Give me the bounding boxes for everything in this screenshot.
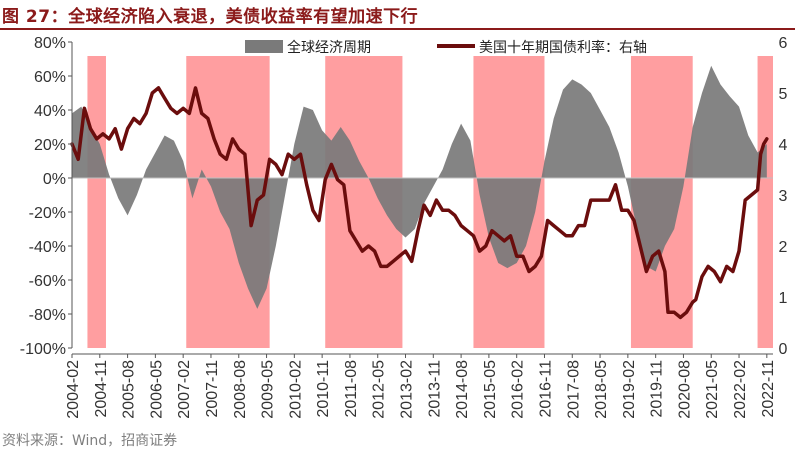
- x-axis-tick-label: 2022-02: [732, 360, 749, 419]
- left-axis-tick-label: -60%: [29, 273, 66, 290]
- recession-band-1: [87, 56, 106, 348]
- x-axis-tick-label: 2004-02: [65, 360, 82, 419]
- legend: 全球经济周期 美国十年期国债利率：右轴: [245, 39, 647, 56]
- x-axis-tick-label: 2016-11: [537, 360, 554, 418]
- left-axis-tick-label: -80%: [29, 307, 66, 324]
- x-axis-tick-label: 2009-05: [260, 360, 277, 419]
- legend-label-area: 全球经济周期: [287, 39, 371, 56]
- right-axis-tick-label: 2: [779, 239, 788, 256]
- x-axis-tick-label: 2007-02: [176, 360, 193, 419]
- right-axis-tick-label: 5: [779, 86, 788, 103]
- area-series-layer: [72, 65, 767, 309]
- title-rule: [0, 28, 795, 30]
- x-axis-tick-label: 2019-02: [621, 360, 638, 419]
- left-axis: 80% 60% 40% 20% 0% -20% -40% -60% -80% -100%: [20, 35, 73, 358]
- right-axis-tick-label: 1: [779, 290, 788, 307]
- x-axis-tick-label: 2018-05: [593, 360, 610, 419]
- x-axis-tick-label: 2014-08: [454, 360, 471, 419]
- line-series-layer: [70, 86, 769, 320]
- left-axis-tick-label: -100%: [20, 341, 66, 358]
- x-axis-tick-label: 2013-02: [399, 360, 416, 419]
- x-axis-tick-label: 2017-08: [565, 360, 582, 419]
- left-axis-tick-label: 20%: [34, 137, 66, 154]
- x-axis: 2004-02 2004-11 2005-08 2006-05 2007-02 2007-…: [65, 353, 777, 419]
- x-axis-tick-label: 2015-05: [482, 360, 499, 419]
- legend-label-line: 美国十年期国债利率：右轴: [479, 39, 647, 56]
- x-axis-tick-label: 2022-11: [760, 360, 777, 418]
- source-note: 资料来源：Wind，招商证券: [2, 433, 178, 449]
- left-axis-tick-label: 0%: [43, 171, 66, 188]
- right-axis-tick-label: 4: [779, 137, 788, 154]
- right-axis-tick-label: 0: [779, 341, 788, 358]
- x-axis-tick-label: 2005-08: [121, 360, 138, 419]
- x-axis-tick-label: 2008-08: [232, 360, 249, 419]
- x-axis-tick-label: 2010-02: [287, 360, 304, 419]
- figure-title: 图 27：全球经济陷入衰退，美债收益率有望加速下行: [2, 7, 419, 27]
- left-axis-tick-label: 60%: [34, 69, 66, 86]
- legend-swatch-area: [245, 40, 283, 53]
- x-axis-tick-label: 2012-05: [371, 360, 388, 419]
- x-axis-tick-label: 2006-05: [148, 360, 165, 419]
- left-axis-tick-label: 40%: [34, 103, 66, 120]
- left-axis-tick-label: -20%: [29, 205, 66, 222]
- line-series-us10y-yield: [70, 86, 769, 320]
- x-axis-tick-label: 2007-11: [204, 360, 221, 418]
- right-axis-tick-label: 3: [779, 188, 788, 205]
- x-axis-tick-label: 2016-02: [510, 360, 527, 419]
- right-axis-tick-label: 6: [779, 35, 788, 52]
- left-axis-tick-label: -40%: [29, 239, 66, 256]
- x-axis-tick-label: 2010-11: [315, 360, 332, 418]
- left-axis-tick-label: 80%: [34, 35, 66, 52]
- x-axis-tick-label: 2013-11: [426, 360, 443, 418]
- x-axis-tick-label: 2004-11: [93, 360, 110, 418]
- x-axis-tick-label: 2011-08: [343, 360, 360, 418]
- x-axis-tick-label: 2021-05: [704, 360, 721, 419]
- x-axis-tick-label: 2020-08: [676, 360, 693, 419]
- x-axis-tick-label: 2019-11: [649, 360, 666, 418]
- right-axis: 6 5 4 3 2 1 0: [779, 35, 788, 358]
- area-series-global-cycle: [72, 65, 767, 309]
- recession-band-6: [757, 56, 773, 348]
